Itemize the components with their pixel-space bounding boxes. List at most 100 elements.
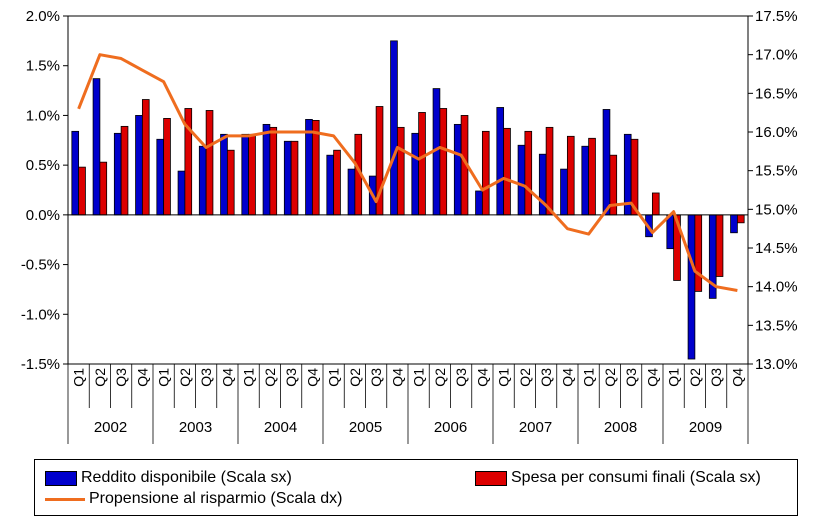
quarter-label-30: Q3 [708, 368, 724, 387]
bar-reddito-2 [113, 132, 122, 216]
bar-spesa-12 [333, 149, 341, 216]
quarter-label-27: Q4 [644, 368, 660, 387]
year-label-2003: 2003 [179, 419, 212, 436]
year-label-2007: 2007 [519, 419, 552, 436]
ytick-right-label-0: 17.5% [755, 8, 798, 25]
ytick-left-label-4: 0.0% [26, 207, 60, 224]
legend-label-propensione: Propensione al risparmio (Scala dx) [89, 490, 343, 507]
bar-reddito-13 [347, 168, 356, 216]
quarter-label-26: Q3 [623, 368, 639, 387]
bar-reddito-10 [283, 140, 292, 216]
ytick-left-label-7: -1.5% [21, 356, 60, 373]
ytick-right-label-7: 14.0% [755, 279, 798, 296]
year-label-2002: 2002 [94, 419, 127, 436]
bar-spesa-0 [78, 166, 86, 216]
bar-spesa-30 [715, 214, 724, 277]
quarter-label-9: Q2 [262, 368, 278, 387]
bar-spesa-7 [226, 149, 235, 216]
quarter-label-25: Q2 [602, 368, 618, 387]
ytick-right-label-9: 13.0% [755, 356, 798, 373]
quarter-label-29: Q2 [687, 368, 703, 387]
quarter-label-12: Q1 [326, 368, 342, 387]
bar-spesa-6 [205, 110, 214, 216]
ytick-left-label-3: 0.5% [26, 157, 60, 174]
bar-spesa-22 [545, 126, 554, 216]
bar-spesa-10 [290, 140, 299, 216]
quarter-label-22: Q3 [538, 368, 554, 387]
chart: 2.0% 1.5% 1.0% 0.5% 0.0% -0.5% -1.0% -1.5% 17.5%… [21, 8, 798, 444]
bar-spesa-15 [396, 126, 405, 216]
year-label-2008: 2008 [604, 419, 637, 436]
bar-spesa-16 [418, 112, 426, 216]
bar-spesa-9 [269, 126, 278, 216]
legend-item-spesa: Spesa per consumi finali (Scala sx) [475, 469, 761, 487]
quarter-label-20: Q1 [496, 368, 512, 387]
quarter-label-23: Q4 [559, 368, 575, 387]
quarter-label-7: Q4 [219, 368, 235, 387]
bar-reddito-11 [305, 119, 313, 216]
bar-reddito-6 [198, 145, 207, 216]
bar-reddito-28 [666, 214, 675, 250]
bar-reddito-31 [730, 214, 738, 234]
legend-swatch-red [475, 470, 507, 486]
ytick-left-label-2: 1.0% [26, 107, 60, 124]
quarter-label-8: Q1 [241, 368, 257, 387]
bar-reddito-12 [326, 154, 335, 216]
quarter-label-11: Q4 [304, 368, 320, 387]
bar-reddito-5 [177, 170, 186, 216]
year-label-2009: 2009 [689, 419, 722, 436]
quarter-label-14: Q3 [368, 368, 384, 387]
legend-item-reddito: Reddito disponibile (Scala sx) [45, 469, 292, 487]
ytick-right-label-6: 14.5% [755, 240, 798, 257]
bar-reddito-19 [475, 190, 483, 216]
bar-reddito-16 [411, 132, 420, 216]
legend: Reddito disponibile (Scala sx) Spesa per… [34, 459, 798, 516]
bar-spesa-27 [651, 192, 660, 216]
legend-swatch-line [45, 497, 85, 501]
quarter-label-15: Q4 [389, 368, 405, 387]
quarter-label-6: Q3 [198, 368, 214, 387]
bar-reddito-20 [496, 107, 505, 216]
bar-reddito-1 [92, 78, 101, 216]
ytick-right-label-2: 16.5% [755, 85, 798, 102]
quarter-label-13: Q2 [347, 368, 363, 387]
bar-reddito-25 [602, 109, 611, 216]
quarter-label-16: Q1 [411, 368, 427, 387]
quarter-label-5: Q2 [177, 368, 193, 387]
line-propensione [77, 53, 738, 293]
bar-spesa-21 [524, 130, 533, 216]
quarter-label-2: Q3 [113, 368, 129, 387]
ytick-left-label-5: -0.5% [21, 257, 60, 274]
bar-reddito-7 [220, 133, 228, 216]
bar-spesa-23 [566, 135, 575, 216]
bar-spesa-4 [163, 118, 171, 216]
legend-label-reddito: Reddito disponibile (Scala sx) [81, 469, 292, 486]
bar-reddito-29 [687, 214, 696, 360]
legend-item-propensione: Propensione al risparmio (Scala dx) [45, 490, 342, 508]
bar-spesa-3 [141, 99, 150, 216]
plot-area: 2.0% 1.5% 1.0% 0.5% 0.0% -0.5% -1.0% -1.5% 17.5%… [21, 8, 798, 444]
bar-spesa-1 [99, 161, 108, 216]
quarter-label-10: Q3 [283, 368, 299, 387]
bar-spesa-31 [736, 214, 745, 224]
year-label-2006: 2006 [434, 419, 467, 436]
ytick-right-label-4: 15.5% [755, 163, 798, 180]
ytick-left-label-1: 1.5% [26, 58, 60, 75]
quarter-label-24: Q1 [581, 368, 597, 387]
ytick-left-label-6: -1.0% [21, 306, 60, 323]
bar-reddito-3 [135, 115, 143, 216]
bar-reddito-4 [156, 138, 165, 216]
quarter-label-1: Q2 [92, 368, 108, 387]
ytick-right-label-1: 17.0% [755, 47, 798, 64]
ytick-right-label-5: 15.0% [755, 201, 798, 218]
quarter-label-0: Q1 [71, 368, 87, 387]
quarter-label-18: Q3 [453, 368, 469, 387]
bar-reddito-21 [517, 144, 526, 216]
bar-spesa-8 [248, 133, 256, 216]
bar-reddito-9 [262, 123, 271, 216]
year-label-2005: 2005 [349, 419, 382, 436]
bar-spesa-20 [503, 127, 511, 216]
quarter-label-28: Q1 [666, 368, 682, 387]
quarter-label-31: Q4 [729, 368, 745, 387]
quarter-label-4: Q1 [156, 368, 172, 387]
